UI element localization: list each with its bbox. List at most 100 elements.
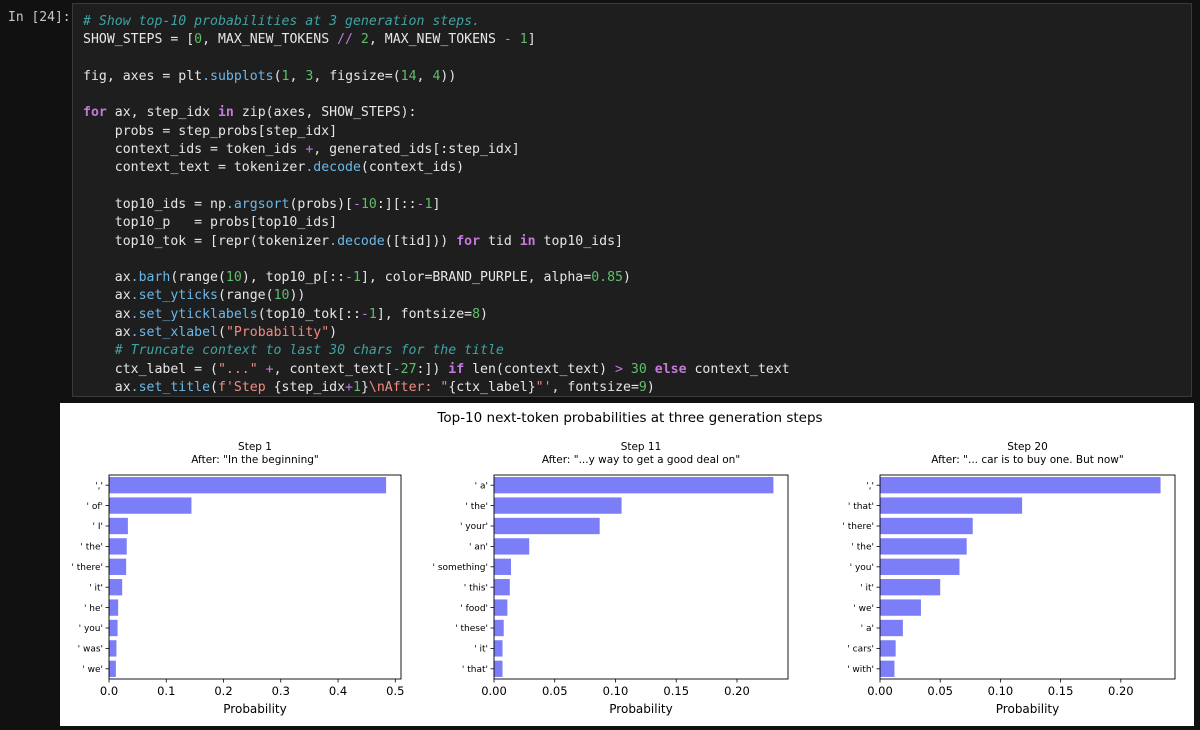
- code-token: ): [329, 325, 338, 341]
- y-tick-label: ' that': [848, 502, 874, 512]
- axes-frame: [108, 474, 402, 680]
- code-token: ): [480, 306, 488, 322]
- code-token: +: [305, 142, 314, 158]
- code-token: context_text = tokenizer: [83, 160, 306, 176]
- code-line: top10_tok = [repr(tokenizer.decode([tid]…: [83, 234, 623, 249]
- code-token: \nAfter: ": [368, 379, 449, 395]
- code-token: {step_idx: [273, 379, 346, 395]
- bar: [880, 538, 967, 555]
- subplot-title-step: Step 11: [621, 441, 662, 453]
- bar: [109, 558, 127, 575]
- code-line: ax.set_yticklabels(top10_tok[::-1], font…: [83, 307, 488, 322]
- code-token: +: [345, 379, 353, 395]
- code-token: (top10_tok[::: [257, 306, 361, 322]
- code-token: //: [337, 32, 353, 48]
- code-token: 10: [273, 288, 290, 304]
- code-token: -: [392, 361, 401, 377]
- code-token: ]: [527, 32, 536, 48]
- code-editor[interactable]: # Show top-10 probabilities at 3 generat…: [73, 4, 1191, 470]
- code-token: "...": [217, 361, 258, 377]
- code-token: , context_text[: [273, 361, 393, 377]
- x-tick-label: 0.3: [272, 684, 290, 698]
- code-token: ]: [432, 196, 441, 212]
- code-token: tid: [480, 233, 520, 249]
- code-token: :]): [416, 361, 449, 377]
- code-token: 9: [638, 379, 647, 395]
- code-token: ), top10_p[::: [241, 270, 346, 286]
- bar: [494, 497, 622, 514]
- code-token: 1: [368, 306, 377, 322]
- code-token: context_text: [686, 361, 790, 377]
- subplot-title-context: After: "...y way to get a good deal on": [542, 454, 740, 466]
- bar: [880, 477, 1161, 494]
- code-line: # Show top-10 probabilities at 3 generat…: [83, 14, 480, 29]
- code-token: 1: [281, 68, 290, 84]
- y-tick-label: ' it': [474, 645, 488, 655]
- y-tick-label: ' these': [455, 624, 488, 634]
- code-line: top10_ids = np.argsort(probs)[-10:][::-1…: [83, 196, 441, 212]
- bar: [109, 517, 128, 535]
- code-token: , generated_ids[:step_idx]: [313, 142, 520, 158]
- code-line: ax.barh(range(10), top10_p[::-1], color=…: [83, 270, 631, 285]
- code-token: )): [440, 68, 457, 84]
- code-token: 3: [305, 68, 314, 84]
- bar: [880, 660, 895, 677]
- code-token: .decode: [305, 160, 361, 176]
- y-tick-label: ' the': [465, 502, 488, 512]
- y-tick-label: ' a': [861, 624, 874, 634]
- code-token: 0.85: [591, 270, 623, 286]
- bar: [494, 477, 774, 494]
- code-token: 1: [353, 379, 361, 395]
- code-line: # Truncate context to last 30 chars for …: [83, 343, 504, 358]
- x-axis-label: Probability: [609, 702, 672, 716]
- subplot-title-step: Step 1: [238, 441, 272, 453]
- code-line: ax.set_xlabel("Probability"): [83, 325, 337, 340]
- code-token: (: [273, 68, 282, 84]
- code-token: ,: [289, 68, 306, 84]
- code-token: probs = step_probs[step_idx]: [83, 123, 338, 139]
- code-token: # Show top-10 probabilities at 3 generat…: [83, 14, 480, 29]
- y-tick-label: ' your': [460, 522, 488, 532]
- code-token: , figsize=(: [313, 68, 401, 84]
- code-token: # Truncate context to last 30 chars for …: [83, 343, 504, 359]
- y-tick-label: ' something': [433, 563, 488, 573]
- code-token: top10_ids]: [535, 233, 623, 249]
- code-token: -: [352, 196, 361, 212]
- code-token: (: [217, 325, 226, 341]
- y-tick-label: ' we': [82, 665, 103, 675]
- code-token: len(context_text): [464, 361, 616, 377]
- bar: [880, 619, 903, 637]
- bar: [494, 599, 508, 616]
- code-token: 14: [400, 68, 417, 84]
- code-token: , MAX_NEW_TOKENS: [368, 32, 504, 48]
- code-token: .argsort: [225, 196, 290, 212]
- bar: [494, 538, 530, 555]
- x-axis-label: Probability: [223, 702, 286, 716]
- y-tick-label: ' we': [853, 604, 874, 614]
- code-token: 1: [352, 270, 361, 286]
- code-token: top10_tok = [repr(tokenizer: [83, 233, 330, 249]
- code-token: "Probability": [225, 325, 330, 341]
- code-token: .set_title: [130, 379, 211, 395]
- x-tick-label: 0.1: [157, 684, 175, 698]
- y-tick-label: ' you': [850, 563, 874, 573]
- code-cell[interactable]: # Show top-10 probabilities at 3 generat…: [72, 3, 1192, 468]
- code-token: ,: [416, 68, 433, 84]
- code-token: -: [360, 306, 369, 322]
- y-tick-label: ' he': [84, 604, 103, 614]
- x-axis-label: Probability: [996, 702, 1059, 716]
- code-token: ax: [83, 270, 131, 286]
- code-line: SHOW_STEPS = [0, MAX_NEW_TOKENS // 2, MA…: [83, 32, 536, 47]
- code-token: ax: [83, 306, 131, 322]
- code-token: ax: [83, 379, 131, 395]
- code-token: ctx_label = (: [83, 361, 218, 377]
- code-line: ax.set_yticks(range(10)): [83, 288, 306, 304]
- code-token: .set_yticks: [130, 288, 218, 304]
- code-token: 1: [511, 32, 528, 48]
- code-token: (: [210, 379, 218, 395]
- code-line: context_ids = token_ids +, generated_ids…: [83, 142, 520, 157]
- bar: [880, 558, 960, 575]
- y-tick-label: ' cars': [847, 645, 874, 655]
- code-token: -: [503, 32, 512, 48]
- x-tick-label: 0.2: [214, 684, 232, 698]
